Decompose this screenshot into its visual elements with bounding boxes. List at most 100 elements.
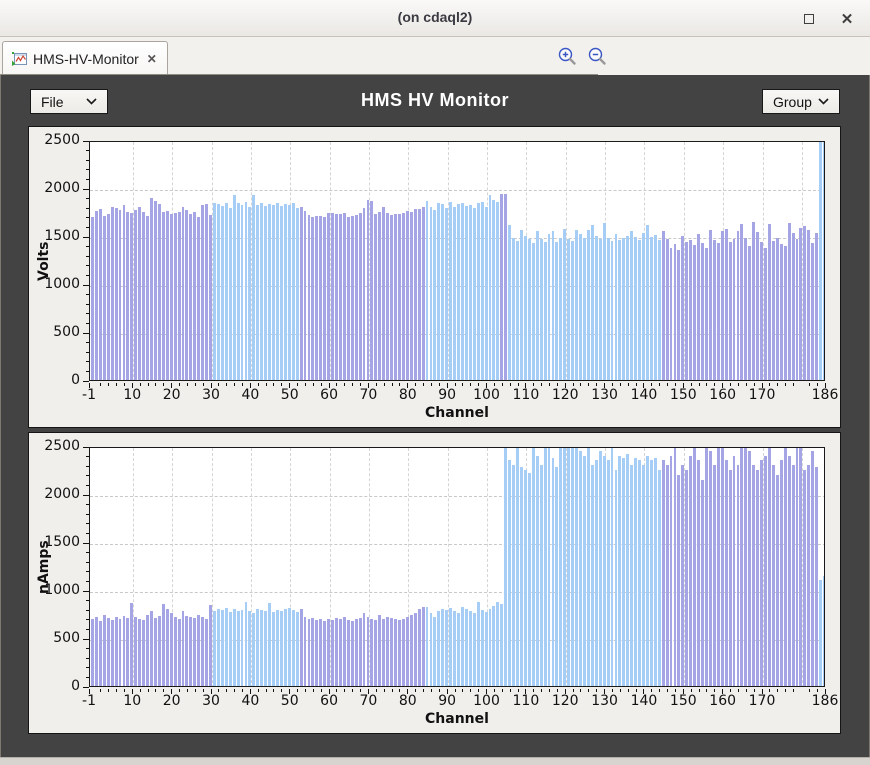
bar-channel-33 [221,206,224,380]
bar-channel-138 [634,458,637,686]
bar-channel-172 [768,447,771,686]
bar-channel-101 [489,195,492,380]
y-tick-label: 0 [29,678,80,694]
y-tick-label: 1000 [29,276,80,292]
y-tick-label: 500 [29,324,80,340]
x-minor-tick [651,383,652,386]
bar-channel-43 [260,610,263,686]
window-close-button[interactable]: ✕ [834,7,860,31]
bar-channel-29 [205,204,208,380]
bar-channel-113 [536,231,539,380]
y-minor-tick [86,304,89,305]
bar-channel-115 [544,447,547,686]
bar-channel-60 [327,619,330,686]
bar-channel-94 [461,607,464,686]
y-minor-tick [86,466,89,467]
bar-channel-130 [603,223,606,380]
bar-channel-151 [685,242,688,380]
bar-channel-152 [689,456,692,686]
x-minor-tick [423,689,424,692]
tab-bar: HMS-HV-Monitor ✕ [0,37,870,75]
x-minor-tick [691,689,692,692]
bar-channel-98 [477,203,480,380]
x-minor-tick [785,689,786,692]
bar-channel-155 [701,480,704,686]
bar-channel-163 [733,239,736,380]
y-minor-tick [86,504,89,505]
y-minor-tick [86,648,89,649]
bar-channel-178 [792,233,795,380]
bar-channel-57 [315,216,318,380]
bar-channel-55 [308,215,311,380]
tabstrip-divider [0,74,598,75]
zoom-in-icon [557,46,577,66]
bar-channel-44 [264,611,267,686]
y-minor-tick [86,246,89,247]
bar-channel-76 [390,215,393,380]
volts-chart-panel: Volts -110203040506070809010011012013014… [28,126,841,428]
bar-channel-95 [465,609,468,686]
bar-channel-90 [445,610,448,686]
bar-channel-103 [496,202,499,380]
bar-channel-80 [406,211,409,380]
y-minor-tick [86,475,89,476]
bar-channel-108 [516,447,519,686]
bar-channel-182 [807,465,810,686]
maximize-icon [804,14,814,24]
bar-channel-129 [599,239,602,380]
y-tick-label: 500 [29,630,80,646]
x-minor-tick [155,383,156,386]
bar-channel-168 [752,222,755,380]
bar-channel-175 [780,460,783,686]
maximize-button[interactable] [796,7,822,31]
zoom-in-button[interactable] [556,45,578,67]
bar-channel-9 [126,212,129,380]
bar-channel-154 [697,460,700,686]
x-minor-tick [738,383,739,386]
bar-channel-100 [485,207,488,380]
bar-channel-118 [555,467,558,686]
bar-channel-153 [693,447,696,686]
x-minor-tick [352,689,353,692]
zoom-out-button[interactable] [586,45,608,67]
bar-channel-94 [461,203,464,380]
bar-channel-152 [689,240,692,380]
bar-channel-78 [398,214,401,380]
x-minor-tick [234,383,235,386]
bar-channel-17 [158,204,161,380]
x-minor-tick [203,689,204,692]
bar-channel-38 [241,610,244,686]
bar-channel-106 [508,225,511,380]
title-bar: (on cdaql2) ✕ [0,0,870,37]
bar-channel-81 [410,212,413,380]
bar-channel-146 [666,239,669,380]
x-minor-tick [502,689,503,692]
group-menu-label: Group [773,94,812,110]
x-minor-tick [116,383,117,386]
bar-channel-185 [819,580,822,686]
bar-channel-122 [571,447,574,686]
tab-hms-hv-monitor[interactable]: HMS-HV-Monitor ✕ [2,41,168,75]
bar-channel-6 [115,208,118,380]
x-tick-label: 90 [427,693,467,709]
bar-channel-180 [799,228,802,380]
x-minor-tick [793,689,794,692]
bar-channel-121 [567,239,570,380]
bar-channel-96 [469,611,472,686]
bar-channel-51 [292,203,295,380]
group-menu-button[interactable]: Group [762,89,840,114]
bar-channel-109 [520,230,523,380]
bar-channel-58 [319,216,322,380]
bar-channel-140 [642,465,645,686]
bar-channel-139 [638,240,641,380]
file-menu-button[interactable]: File [30,89,108,114]
x-minor-tick [360,383,361,386]
bar-channel-11 [134,617,137,686]
bar-channel-177 [788,456,791,686]
x-minor-tick [659,689,660,692]
x-minor-tick [754,383,755,386]
bar-channel-46 [272,612,275,686]
x-tick-label: 40 [230,693,270,709]
bar-channel-116 [548,234,551,380]
tab-close-icon[interactable]: ✕ [147,52,157,66]
